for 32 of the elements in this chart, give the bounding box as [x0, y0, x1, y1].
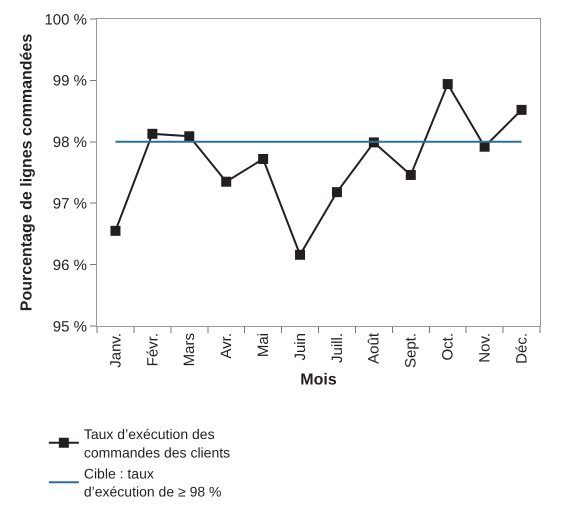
y-tick-label: 95 %	[52, 318, 87, 336]
point	[332, 187, 342, 198]
y-tick-label: 98 %	[52, 134, 87, 152]
x-axis-title: Mois	[300, 372, 337, 389]
y-tick-label: 96 %	[52, 256, 87, 274]
y-tick-label: 97 %	[52, 195, 87, 212]
x-tick-label: Juill.	[328, 333, 346, 364]
point	[110, 226, 120, 236]
y-tick-label: 100 %	[44, 11, 87, 28]
point	[258, 154, 268, 164]
x-tick-label: Sept.	[402, 333, 420, 368]
y-axis-title: Pourcentage de lignes commandées	[18, 34, 36, 312]
x-tick-label: Juin	[292, 333, 309, 361]
point	[442, 79, 453, 90]
x-tick-label: Janv.	[107, 333, 124, 368]
x-tick-label: Nov.	[476, 333, 494, 363]
x-tick-label: Oct.	[440, 333, 457, 361]
point	[221, 176, 232, 187]
x-tick-label: Févr.	[144, 333, 162, 366]
x-tick-label: Mars	[181, 333, 198, 366]
x-tick-label: Déc.	[513, 333, 530, 364]
x-tick-label: Août	[366, 332, 383, 364]
point	[295, 250, 306, 260]
point	[406, 170, 416, 180]
x-tick-label: Mai	[255, 333, 272, 358]
point	[516, 104, 527, 115]
legend-label: Cible : taux d’exécution de ≥ 98 %	[84, 466, 222, 500]
y-tick-label: 99 %	[52, 72, 87, 90]
point	[147, 128, 158, 139]
point	[184, 131, 194, 142]
x-tick-label: Avr.	[218, 333, 236, 359]
legend-label: Taux d’exécution des commandes des clients	[84, 426, 230, 460]
